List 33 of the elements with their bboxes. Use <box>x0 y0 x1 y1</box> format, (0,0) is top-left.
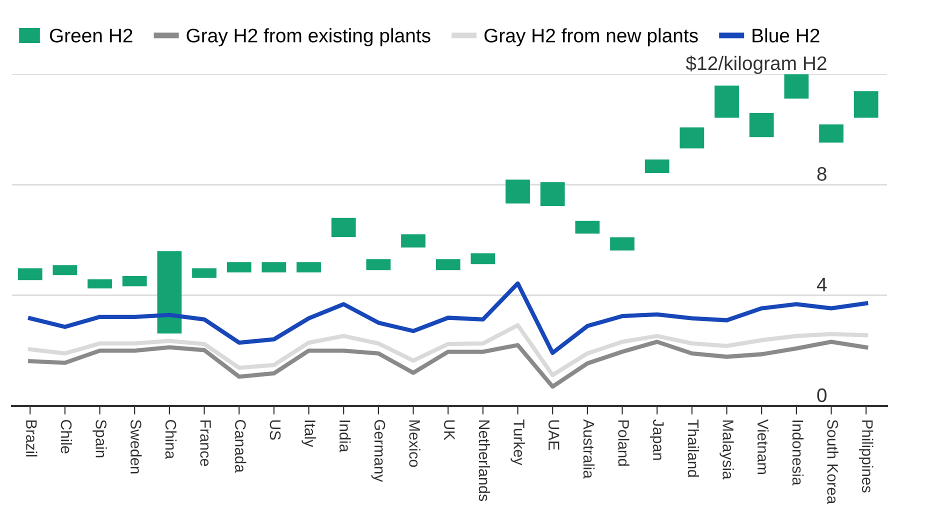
x-tick-label: India <box>340 420 351 452</box>
x-tick-label: UAE <box>548 420 560 450</box>
x-tick-label: Canada <box>235 420 246 473</box>
x-tick-label: US <box>270 420 281 440</box>
x-tick-label: Turkey <box>510 420 525 466</box>
x-tick-label: France <box>200 420 211 466</box>
x-tick-label: Poland <box>618 420 630 466</box>
x-tick-label: Germany <box>371 420 386 482</box>
x-tick-label: UK <box>444 420 455 440</box>
legend-label: Gray H2 from existing plants <box>186 28 430 46</box>
x-tick-label: Spain <box>92 420 107 458</box>
legend-label: Blue H2 <box>752 28 820 42</box>
x-tick-label: Japan <box>650 419 664 460</box>
x-tick-label: Mexico <box>409 420 420 467</box>
x-tick-label: Sweden <box>130 420 142 474</box>
x-tick-label: Vietnam <box>758 419 769 474</box>
x-tick-label: Philippines <box>858 420 874 493</box>
x-tick-label: Australia <box>583 419 595 479</box>
y-tick-label: 0 <box>817 388 827 402</box>
y-tick-label: 4 <box>816 278 827 292</box>
legend-label: Gray H2 from new plants <box>484 28 698 46</box>
x-tick-label: South Korea <box>827 420 838 504</box>
x-tick-label: Brazil <box>26 420 38 456</box>
x-tick-label: Netherlands <box>478 420 490 502</box>
x-tick-label: Chile <box>60 420 72 454</box>
legend-label: Green H2 <box>50 28 132 42</box>
x-tick-label: Italy <box>302 420 316 448</box>
x-tick-label: Malaysia <box>720 420 734 480</box>
x-tick-label: Indonesia <box>792 420 804 486</box>
x-tick-label: Thailand <box>688 420 700 477</box>
y-tick-label: $12/kilogram H2 <box>686 56 826 74</box>
y-tick-label: 8 <box>817 167 826 181</box>
x-tick-label: China <box>165 420 177 460</box>
